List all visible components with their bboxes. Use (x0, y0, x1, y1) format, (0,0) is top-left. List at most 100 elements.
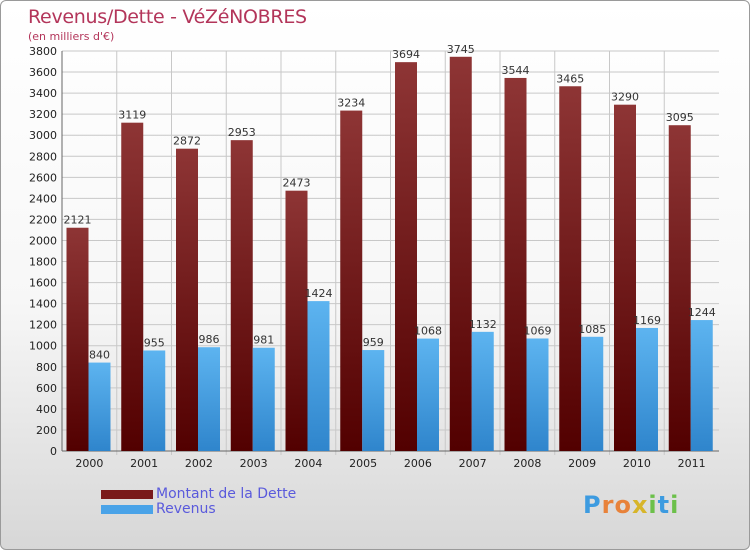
legend-label-debt: Montant de la Dette (156, 486, 297, 502)
data-label-revenue: 840 (89, 349, 110, 362)
y-tick-label: 1000 (29, 340, 57, 353)
logo-letter: t (657, 491, 671, 519)
y-tick-label: 600 (36, 382, 57, 395)
logo-letter: P (583, 491, 602, 519)
data-label-debt: 3290 (611, 91, 639, 104)
bars (66, 56, 713, 452)
bar-revenue (581, 336, 604, 451)
y-tick-label: 3400 (29, 87, 57, 100)
data-label-debt: 3095 (666, 111, 694, 124)
bar-debt (176, 148, 198, 451)
y-tick-label: 2200 (29, 213, 57, 226)
axes: 0 200 400 600 800 1000 1200 1400 1600 1800 2000 220… (29, 45, 719, 470)
data-label-debt: 2872 (173, 135, 201, 148)
bar-revenue (198, 347, 220, 451)
data-label-revenue: 1169 (633, 314, 661, 327)
data-label-debt: 3465 (556, 72, 584, 85)
logo-letter: i (670, 491, 680, 519)
y-tick-label: 200 (36, 424, 57, 437)
y-tick-label: 3000 (29, 129, 57, 142)
data-label-debt: 3544 (502, 64, 530, 77)
data-label-debt: 2121 (64, 214, 92, 227)
bar-debt (285, 190, 308, 451)
data-label-debt: 3694 (392, 48, 420, 61)
bar-revenue (362, 350, 385, 451)
x-tick-label: 2001 (130, 457, 158, 470)
y-tick-label: 0 (50, 445, 57, 458)
bar-revenue (143, 350, 166, 451)
x-tick-label: 2006 (404, 457, 432, 470)
x-tick-label: 2010 (623, 457, 651, 470)
logo-letter: x (631, 491, 649, 519)
y-tick-label: 3600 (29, 66, 57, 79)
logo-letter: r (601, 491, 615, 519)
x-tick-label: 2008 (513, 457, 541, 470)
x-tick-label: 2003 (240, 457, 268, 470)
x-tick-label: 2009 (568, 457, 596, 470)
logo-letter: i (648, 491, 658, 519)
bar-revenue (636, 327, 658, 451)
y-tick-label: 400 (36, 403, 57, 416)
y-tick-label: 3800 (29, 45, 57, 58)
bar-revenue (252, 347, 275, 451)
y-tick-label: 2000 (29, 234, 57, 247)
bar-revenue (526, 338, 549, 451)
x-tick-label: 2005 (349, 457, 377, 470)
logo-letter: o (614, 491, 632, 519)
y-tick-label: 3200 (29, 108, 57, 121)
y-tick-label: 2400 (29, 192, 57, 205)
x-tick-label: 2011 (678, 457, 706, 470)
x-tick-label: 2007 (459, 457, 487, 470)
data-label-revenue: 1424 (305, 287, 333, 300)
bar-revenue (88, 362, 111, 451)
legend-label-revenue: Revenus (156, 501, 216, 517)
bar-debt (559, 86, 582, 452)
data-label-debt: 3119 (118, 109, 146, 122)
data-label-revenue: 986 (199, 333, 220, 346)
data-labels: 2121 840 3119 955 2872 986 2953 981 2473 1424 3234… (64, 43, 716, 362)
bar-debt (504, 77, 527, 452)
y-tick-label: 2800 (29, 150, 57, 163)
bar-debt (668, 125, 691, 452)
bar-debt (230, 140, 253, 451)
data-label-revenue: 955 (144, 336, 165, 349)
y-tick-label: 800 (36, 361, 57, 374)
x-tick-label: 2002 (185, 457, 213, 470)
y-tick-label: 1800 (29, 256, 57, 269)
legend-swatch-revenue (101, 505, 153, 514)
data-label-revenue: 959 (363, 336, 384, 349)
y-tick-label: 1600 (29, 277, 57, 290)
x-tick-label: 2004 (294, 457, 322, 470)
bar-debt (66, 227, 89, 451)
data-label-revenue: 1132 (469, 318, 497, 331)
data-label-debt: 2473 (283, 177, 311, 190)
legend-swatch-debt (101, 490, 153, 499)
y-tick-label: 1200 (29, 319, 57, 332)
chart-subtitle: (en milliers d'€) (28, 30, 115, 43)
bar-debt (449, 56, 472, 451)
x-tick-label: 2000 (75, 457, 103, 470)
bar-debt (614, 104, 636, 452)
bar-revenue (471, 331, 494, 451)
y-tick-label: 2600 (29, 171, 57, 184)
data-label-revenue: 1069 (524, 324, 552, 337)
grid-lines (62, 50, 719, 455)
bar-revenue (417, 338, 439, 451)
proxiti-logo: Proxiti (583, 491, 679, 519)
data-label-debt: 3234 (337, 97, 365, 110)
data-label-revenue: 981 (253, 334, 274, 347)
bar-debt (121, 122, 144, 452)
data-label-revenue: 1068 (414, 325, 442, 338)
data-label-debt: 3745 (447, 43, 475, 56)
bar-debt (395, 62, 417, 451)
data-label-debt: 2953 (228, 126, 256, 139)
bar-revenue (690, 320, 713, 451)
data-label-revenue: 1244 (688, 306, 716, 319)
chart-title: Revenus/Dette - VéZéNOBRES (28, 6, 307, 28)
bar-debt (340, 110, 363, 451)
data-label-revenue: 1085 (578, 323, 606, 336)
y-tick-label: 1400 (29, 298, 57, 311)
bar-revenue (307, 301, 330, 451)
